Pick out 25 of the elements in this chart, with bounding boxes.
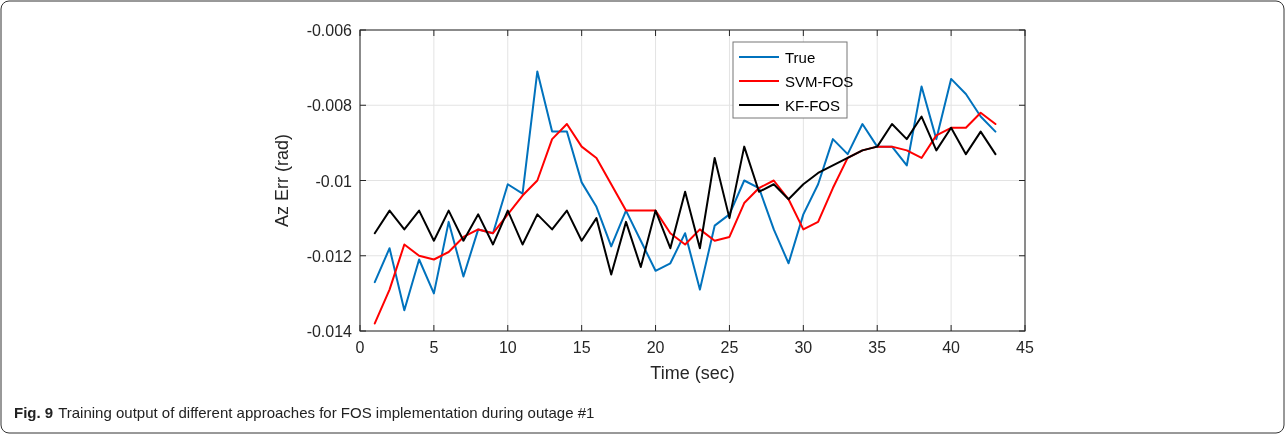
y-axis-title: Az Err (rad) xyxy=(272,133,292,228)
x-tick-label: 10 xyxy=(498,339,517,356)
text: Training output of different approaches for FOS implementation during outage #1 xyxy=(58,404,595,421)
y-tick-label: -0.012 xyxy=(306,247,353,265)
y-tick-label: -0.008 xyxy=(306,97,353,115)
legend-label: SVM-FOS xyxy=(785,73,854,90)
x-tick-label: 40 xyxy=(942,339,961,356)
line-series xyxy=(373,111,997,325)
line-series xyxy=(373,70,997,312)
legend-label: KF-FOS xyxy=(785,97,840,114)
legend-label: True xyxy=(785,49,816,66)
x-axis-title: Time (sec) xyxy=(650,363,735,383)
x-tick-label: 15 xyxy=(572,339,591,356)
line-series xyxy=(373,115,997,276)
x-tick-label: 45 xyxy=(1016,339,1034,356)
x-tick-label: 25 xyxy=(720,339,739,356)
x-tick-label: 5 xyxy=(429,339,439,356)
y-tick-label: -0.01 xyxy=(315,172,353,190)
x-tick-label: 30 xyxy=(794,339,813,356)
y-tick-label: -0.006 xyxy=(306,22,353,39)
x-tick-label: 0 xyxy=(355,339,365,356)
y-tick-label: -0.014 xyxy=(306,323,353,340)
x-tick-label: 20 xyxy=(646,339,665,356)
x-tick-label: 35 xyxy=(868,339,887,356)
caption: Fig. 9 xyxy=(14,404,54,421)
